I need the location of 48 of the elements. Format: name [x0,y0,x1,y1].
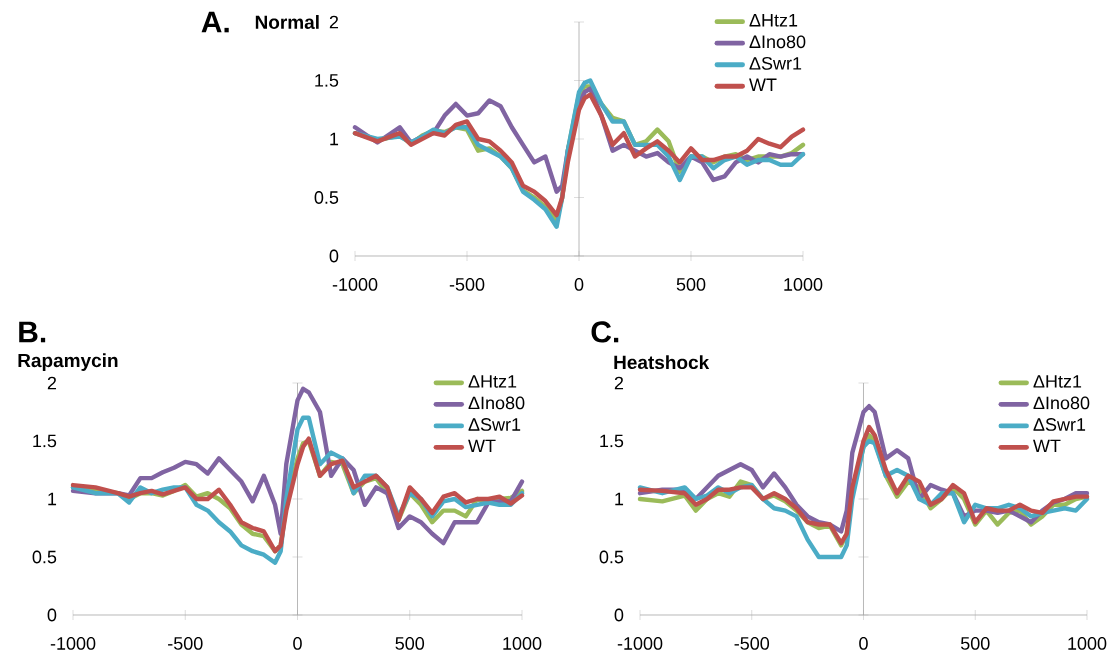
y-tick-label: 0 [614,608,624,622]
x-tick-label: -500 [168,637,203,650]
legend-label: ΔIno80 [468,396,525,410]
legend-label: ΔIno80 [749,35,806,49]
x-tick-label: 0 [859,637,868,650]
y-tick-label: 1.5 [600,434,624,448]
y-tick-label: 0 [47,608,57,622]
y-tick-label: 1 [48,492,57,506]
x-tick-label: -500 [734,637,770,650]
legend-label: ΔHtz1 [749,14,798,27]
legend-label: ΔHtz1 [1033,375,1082,388]
chart-title: C. [591,321,619,343]
chart-subtitle: Heatshock [614,355,710,370]
chart-subtitle: Normal [255,15,319,29]
x-tick-label: 0 [293,637,302,650]
y-tick-label: 1.5 [315,74,339,87]
x-tick-label: 500 [960,637,990,650]
chart-title: B. [19,321,46,343]
y-tick-label: 0.5 [599,550,624,564]
y-tick-label: 0.5 [32,550,57,564]
y-tick-label: 2 [47,376,57,390]
legend-label: ΔSwr1 [1033,418,1086,431]
chart-title: A. [201,11,229,33]
y-tick-label: 1.5 [33,434,57,448]
legend-label: ΔSwr1 [749,56,802,70]
x-tick-label: 0 [574,278,584,291]
x-tick-label: 1000 [784,278,823,291]
y-tick-label: 2 [329,15,339,29]
x-tick-label: 500 [395,637,425,650]
x-tick-label: -500 [449,278,485,291]
x-tick-label: 500 [676,278,706,291]
legend-label: WT [468,439,496,453]
y-tick-label: 2 [614,376,624,390]
x-tick-label: -1000 [332,278,378,291]
legend-label: ΔHtz1 [468,375,517,388]
y-tick-label: 0.5 [314,191,339,204]
y-tick-label: 1 [330,132,339,146]
legend-label: ΔSwr1 [468,418,521,431]
legend-label: WT [1033,439,1061,453]
x-tick-label: 1000 [503,637,542,650]
legend-label: ΔIno80 [1033,396,1090,410]
chart-subtitle: Rapamycin [18,353,118,371]
x-tick-label: 1000 [1068,637,1107,650]
y-tick-label: 0 [329,249,339,263]
legend-label: WT [749,78,777,91]
x-tick-label: -1000 [617,637,663,650]
x-tick-label: -1000 [50,637,96,650]
y-tick-label: 1 [615,492,624,506]
